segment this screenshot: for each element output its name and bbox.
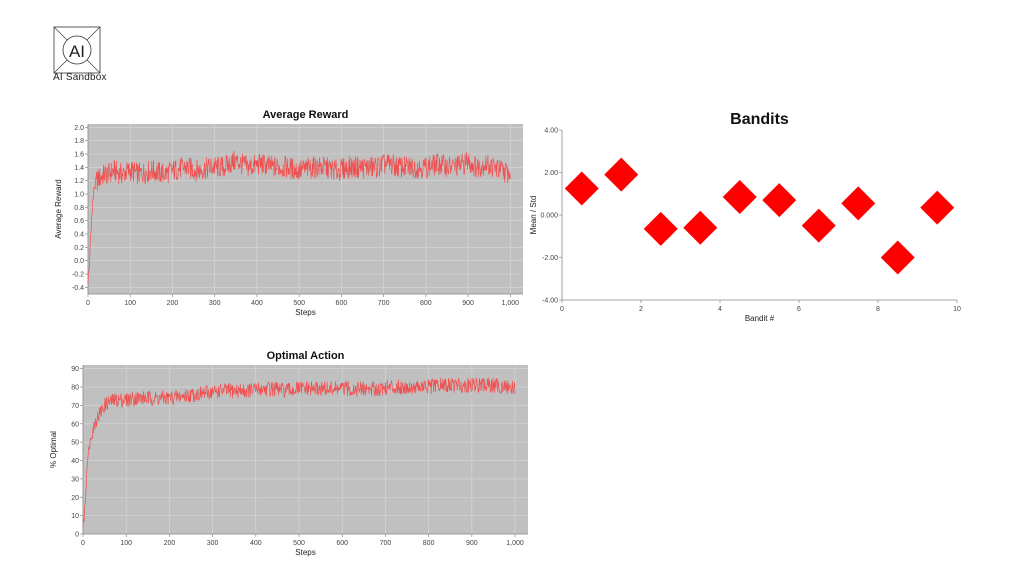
y-tick-label: 0.0 — [74, 258, 84, 265]
x-tick-label: 6 — [797, 306, 801, 313]
bandit-marker — [801, 208, 836, 243]
average-reward-chart: Average Reward 0 100 200 300 400 500 600 700 800 9… — [54, 109, 523, 317]
y-tick-label: 0.000 — [540, 213, 558, 220]
y-tick-label: 50 — [71, 440, 79, 447]
x-tick-label: 200 — [167, 300, 179, 307]
x-tick-label: 4 — [718, 306, 722, 313]
bandit-marker — [564, 171, 599, 206]
y-tick-label: 1.2 — [74, 178, 84, 185]
bandit-marker — [722, 179, 757, 214]
y-tick-label: 40 — [71, 458, 79, 465]
bandit-marker — [762, 183, 797, 218]
plot-area — [562, 130, 957, 300]
x-tick-label: 100 — [124, 300, 136, 307]
bandits-chart: Bandits 0 2 4 6 8 10 -4.00 -2.00 0.000 2.00 4.00 Ban… — [529, 111, 961, 323]
x-tick-label: 400 — [250, 540, 262, 547]
x-tick-label: 0 — [86, 300, 90, 307]
y-tick-label: 1.8 — [74, 138, 84, 145]
x-tick-label: 1,000 — [506, 540, 524, 547]
y-tick-label: 0 — [75, 532, 79, 539]
y-axis-label: % Optimal — [49, 431, 58, 468]
x-axis-label: Steps — [295, 548, 315, 557]
bandit-marker — [841, 186, 876, 221]
ai-sandbox-logo-icon: AI — [53, 26, 101, 74]
bandit-marker — [683, 210, 718, 245]
x-tick-label: 0 — [81, 540, 85, 547]
bandit-marker — [604, 157, 639, 192]
logo-mark: AI — [69, 42, 85, 61]
y-tick-label: 90 — [71, 366, 79, 373]
bandit-marker — [880, 240, 915, 275]
y-tick-label: 1.0 — [74, 192, 84, 199]
x-tick-label: 800 — [423, 540, 435, 547]
y-tick-label: 20 — [71, 495, 79, 502]
x-tick-label: 500 — [293, 300, 305, 307]
x-tick-label: 0 — [560, 306, 564, 313]
y-tick-label: -0.2 — [72, 272, 84, 279]
y-tick-label: -0.4 — [72, 285, 84, 292]
y-tick-label: 1.4 — [74, 165, 84, 172]
y-tick-label: 0.8 — [74, 205, 84, 212]
x-tick-label: 800 — [420, 300, 432, 307]
y-tick-label: -4.00 — [542, 298, 558, 305]
y-axis-label: Mean / Std — [529, 196, 538, 235]
y-tick-label: 2.0 — [74, 125, 84, 132]
y-tick-label: -2.00 — [542, 255, 558, 262]
x-tick-label: 900 — [462, 300, 474, 307]
x-axis-label: Bandit # — [745, 314, 775, 323]
x-tick-label: 900 — [466, 540, 478, 547]
x-axis-label: Steps — [295, 308, 315, 317]
x-tick-label: 700 — [380, 540, 392, 547]
x-tick-label: 100 — [120, 540, 132, 547]
y-tick-label: 2.00 — [544, 170, 558, 177]
y-tick-label: 80 — [71, 385, 79, 392]
series-line — [87, 150, 511, 285]
x-tick-label: 300 — [209, 300, 221, 307]
y-tick-label: 0.6 — [74, 218, 84, 225]
x-tick-label: 2 — [639, 306, 643, 313]
logo-caption: AI Sandbox — [53, 72, 107, 83]
x-tick-label: 8 — [876, 306, 880, 313]
chart-title: Average Reward — [263, 109, 349, 121]
x-tick-label: 600 — [336, 300, 348, 307]
x-tick-label: 600 — [336, 540, 348, 547]
x-tick-label: 400 — [251, 300, 263, 307]
x-tick-label: 300 — [207, 540, 219, 547]
y-tick-label: 4.00 — [544, 128, 558, 135]
y-tick-label: 0.4 — [74, 232, 84, 239]
y-tick-label: 10 — [71, 513, 79, 520]
chart-title: Optimal Action — [267, 350, 345, 362]
plot-area — [88, 124, 523, 294]
y-tick-label: 1.6 — [74, 152, 84, 159]
series-line — [82, 377, 516, 527]
y-tick-label: 70 — [71, 403, 79, 410]
y-axis-label: Average Reward — [54, 179, 63, 238]
y-tick-label: 0.2 — [74, 245, 84, 252]
bandit-marker — [643, 211, 678, 246]
x-tick-label: 700 — [378, 300, 390, 307]
x-tick-label: 200 — [164, 540, 176, 547]
x-tick-label: 10 — [953, 306, 961, 313]
chart-title: Bandits — [730, 111, 789, 128]
bandit-marker — [920, 190, 955, 225]
x-tick-label: 500 — [293, 540, 305, 547]
y-tick-label: 60 — [71, 421, 79, 428]
y-tick-label: 30 — [71, 476, 79, 483]
x-tick-label: 1,000 — [502, 300, 520, 307]
